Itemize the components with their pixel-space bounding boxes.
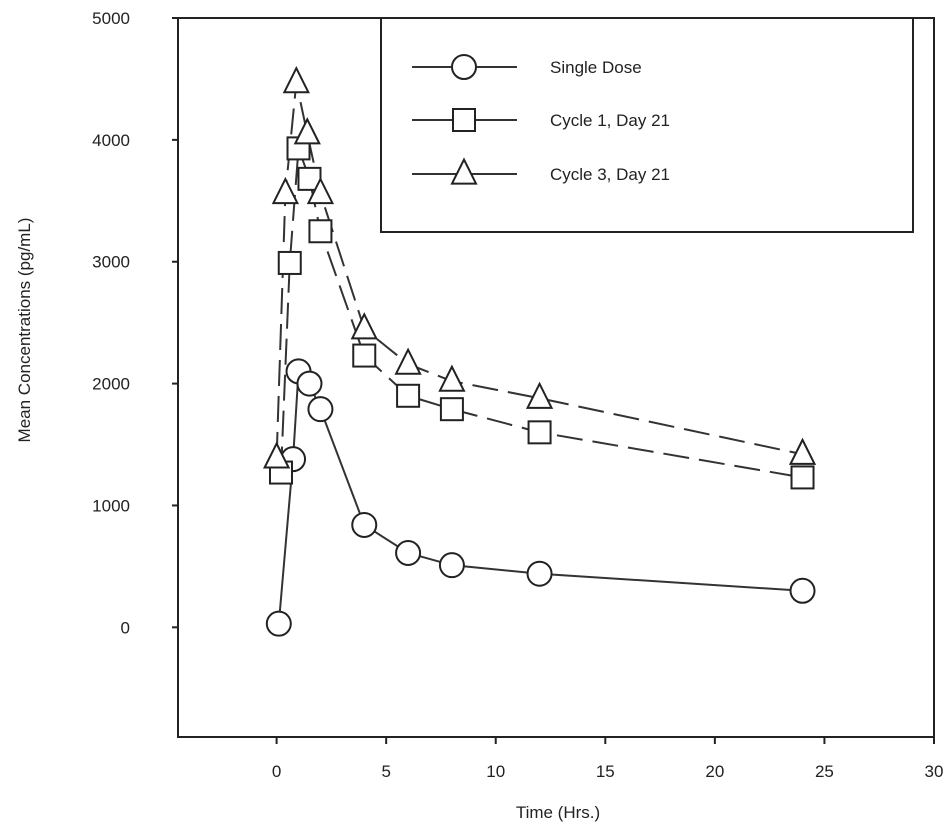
x-tick-label-2: 10 (486, 762, 505, 781)
y-tick-label-4: 4000 (92, 131, 130, 150)
data-point-cycle-3-day-21-6 (394, 347, 422, 375)
data-point-cycle-3-day-21-1 (271, 176, 299, 205)
series-markers (262, 65, 817, 637)
y-tick-label-2: 2000 (92, 375, 130, 394)
series-line-single-dose (277, 368, 803, 624)
legend-marker-cycle-1-day-21 (452, 108, 476, 132)
y-tick-label-5: 5000 (92, 9, 130, 28)
data-point-cycle-1-day-21-4 (308, 219, 333, 244)
x-tick-label-0: 0 (272, 762, 281, 781)
data-point-single-dose-8 (526, 560, 553, 587)
x-tick-label-6: 30 (925, 762, 944, 781)
data-point-cycle-1-day-21-5 (352, 343, 377, 368)
data-point-cycle-1-day-21-7 (439, 397, 464, 422)
data-point-cycle-3-day-21-5 (350, 312, 378, 340)
x-axis-label: Time (Hrs.) (516, 803, 600, 822)
data-point-cycle-3-day-21-3 (293, 117, 321, 145)
series-lines (275, 82, 803, 624)
data-point-cycle-3-day-21-7 (438, 364, 466, 392)
data-point-single-dose-7 (438, 552, 465, 579)
legend-label-cycle-1-day-21: Cycle 1, Day 21 (550, 111, 670, 130)
series-line-cycle-1-day-21 (279, 148, 803, 479)
data-point-cycle-1-day-21-6 (396, 383, 421, 408)
x-tick-label-3: 15 (596, 762, 615, 781)
legend: Single Dose Cycle 1, Day 21 Cycle 3, Day 2… (380, 17, 914, 233)
data-point-single-dose-0 (265, 610, 292, 637)
axis-ticks: 0 1000 2000 3000 4000 5000 0 5 10 15 20 25 30 (92, 9, 943, 781)
data-point-cycle-1-day-21-8 (527, 420, 552, 445)
x-tick-label-5: 25 (815, 762, 834, 781)
data-point-cycle-3-day-21-0 (262, 441, 291, 469)
data-point-single-dose-6 (395, 539, 422, 566)
data-point-single-dose-3 (296, 370, 323, 397)
data-point-cycle-1-day-21-1 (277, 250, 302, 275)
series-line-cycle-3-day-21 (275, 82, 803, 458)
y-tick-label-3: 3000 (92, 253, 130, 272)
y-tick-label-1: 1000 (92, 496, 130, 515)
x-tick-label-4: 20 (705, 762, 724, 781)
data-point-single-dose-9 (789, 577, 816, 604)
data-point-single-dose-5 (351, 511, 378, 538)
data-point-single-dose-4 (307, 396, 334, 423)
data-point-cycle-3-day-21-9 (788, 437, 817, 465)
x-tick-label-1: 5 (381, 762, 390, 781)
y-tick-label-0: 0 (121, 618, 130, 637)
legend-label-cycle-3-day-21: Cycle 3, Day 21 (550, 165, 670, 184)
y-axis-label: Mean Concentrations (pg/mL) (15, 218, 34, 443)
legend-marker-single-dose (451, 54, 477, 80)
data-point-cycle-3-day-21-2 (282, 65, 310, 94)
legend-marker-cycle-3-day-21 (450, 157, 478, 185)
data-point-cycle-3-day-21-8 (525, 381, 554, 409)
data-point-cycle-1-day-21-9 (790, 465, 815, 490)
legend-label-single-dose: Single Dose (550, 58, 642, 77)
data-point-cycle-3-day-21-4 (306, 176, 335, 205)
